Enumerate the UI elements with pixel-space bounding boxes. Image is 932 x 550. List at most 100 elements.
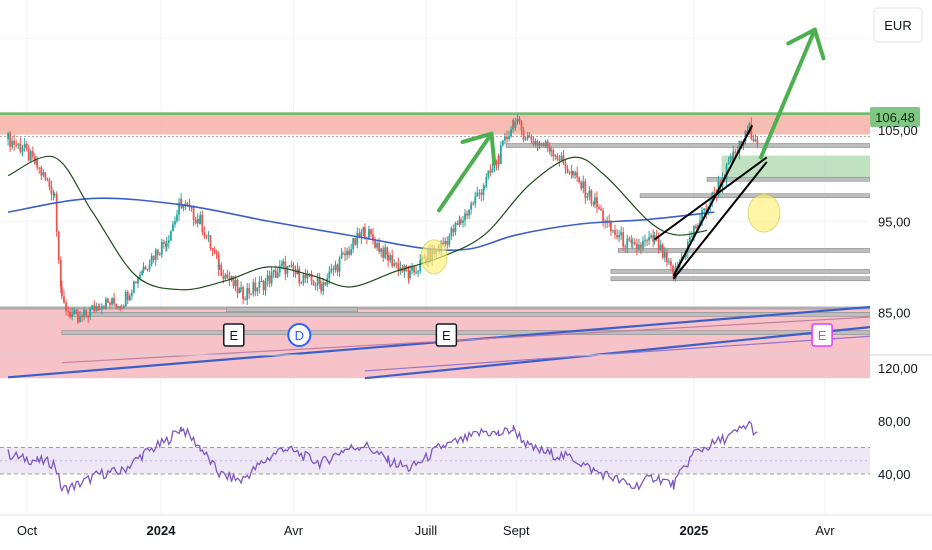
candle — [53, 193, 56, 195]
candle — [102, 306, 105, 309]
highlight-circle — [747, 193, 781, 233]
candle — [232, 276, 235, 287]
candle — [407, 271, 410, 279]
candle — [393, 263, 396, 267]
candle — [626, 238, 629, 248]
earnings-marker[interactable] — [223, 323, 245, 347]
candle — [450, 228, 453, 236]
candle — [61, 287, 63, 297]
candle — [734, 151, 737, 153]
candle — [532, 141, 535, 145]
resistance-zone — [0, 113, 870, 135]
candle — [663, 252, 666, 258]
candle — [534, 141, 537, 145]
candle — [266, 275, 269, 281]
candle — [141, 271, 143, 276]
candle — [77, 313, 79, 323]
candle — [516, 118, 519, 122]
candle — [564, 163, 567, 169]
candle — [126, 292, 129, 301]
candle — [356, 232, 359, 245]
earnings-marker[interactable] — [435, 323, 458, 347]
candle — [616, 234, 618, 238]
candle — [160, 241, 163, 255]
candle — [213, 249, 216, 253]
candle — [748, 123, 751, 134]
earnings-marker[interactable] — [811, 323, 833, 347]
candle — [602, 210, 604, 221]
candle — [91, 305, 94, 309]
price-axis-bg — [870, 0, 932, 355]
candle — [165, 242, 168, 247]
time-tick-label: 2024 — [147, 523, 177, 538]
candle — [42, 172, 45, 176]
candle — [218, 264, 221, 270]
candle — [203, 232, 206, 236]
candle — [464, 213, 466, 221]
candle — [119, 306, 122, 309]
level-bar — [226, 307, 358, 313]
candle — [142, 266, 145, 272]
candle — [85, 310, 88, 316]
candle — [560, 155, 563, 161]
last-price-tag — [870, 107, 920, 127]
candle — [480, 192, 483, 195]
candle — [105, 298, 107, 309]
price-axis: EUR 106,48 105,00 95,00 85,00 — [870, 0, 932, 355]
candle — [280, 264, 283, 266]
candle — [236, 280, 239, 294]
candle — [284, 261, 287, 275]
candle — [520, 121, 523, 131]
dividend-marker[interactable] — [287, 323, 312, 347]
candle — [27, 148, 30, 161]
candle — [328, 271, 331, 279]
candle — [109, 302, 111, 305]
candle — [584, 181, 587, 198]
candle — [230, 276, 233, 281]
candle — [376, 243, 378, 248]
candle — [338, 258, 341, 272]
candle — [146, 268, 149, 270]
candle — [234, 280, 237, 287]
candle — [380, 248, 383, 252]
candle — [368, 229, 370, 239]
candle — [264, 280, 267, 291]
candle — [598, 207, 600, 209]
candle — [38, 167, 41, 169]
candle — [705, 208, 708, 213]
candle — [15, 144, 18, 146]
candle — [71, 313, 74, 318]
candle — [310, 273, 313, 281]
candle — [389, 255, 392, 261]
candle — [36, 159, 39, 168]
candle — [332, 268, 335, 270]
candle — [501, 140, 504, 146]
candle — [260, 281, 263, 283]
candle — [201, 214, 204, 233]
candle — [483, 187, 486, 189]
candle — [536, 141, 539, 146]
candle — [620, 232, 623, 236]
candle — [362, 227, 365, 232]
candle — [462, 220, 464, 223]
candle — [610, 220, 612, 232]
candle — [19, 143, 22, 152]
candle — [644, 240, 646, 242]
candle — [454, 223, 457, 233]
currency-button[interactable] — [873, 7, 923, 43]
candle — [258, 281, 261, 288]
candle — [242, 287, 245, 300]
candle — [614, 230, 616, 235]
candle — [744, 130, 747, 142]
time-tick-label: Sept — [503, 523, 530, 538]
candle — [358, 232, 361, 238]
level-bar — [617, 248, 871, 253]
candle — [336, 264, 339, 272]
currency-label: EUR — [884, 18, 911, 33]
candle — [222, 276, 225, 279]
time-axis: Oct 2024 Avr Juill Sept 2025 Avr — [17, 523, 835, 538]
candle — [111, 297, 113, 305]
